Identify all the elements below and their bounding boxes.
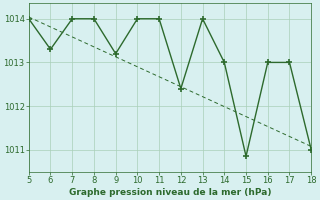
X-axis label: Graphe pression niveau de la mer (hPa): Graphe pression niveau de la mer (hPa) [69,188,271,197]
